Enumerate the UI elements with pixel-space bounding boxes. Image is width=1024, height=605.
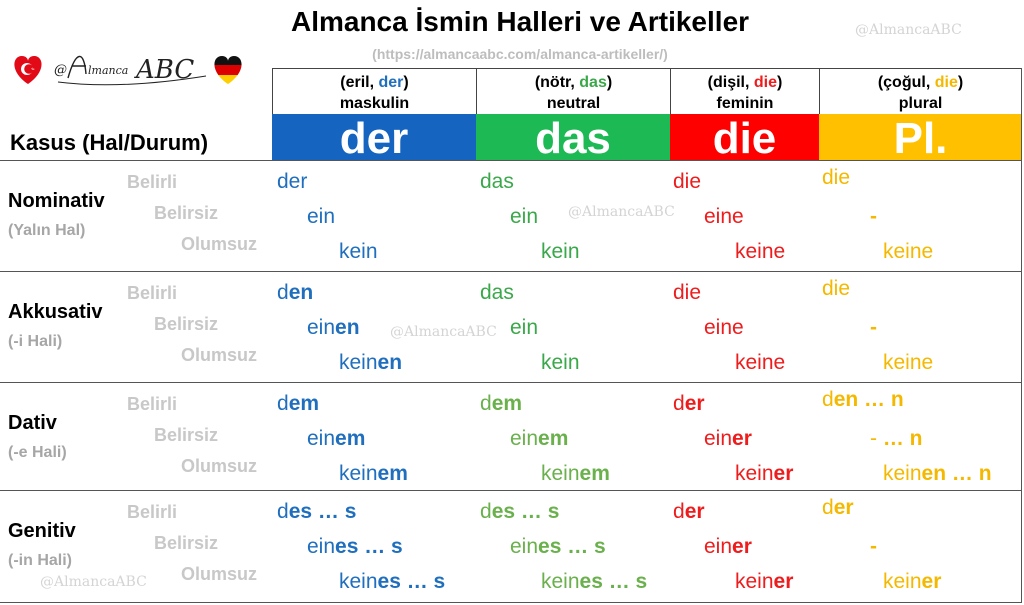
article-cell: - [870,205,877,228]
source-url[interactable]: (https://almancaabc.com/almanca-artikell… [372,46,668,62]
case-subtitle: (Yalın Hal) [8,222,86,239]
article-cell: kein [541,351,580,374]
article-cell: keinen [339,351,403,374]
article-cell: des … s [480,500,560,523]
article-cell: der [673,392,705,415]
article-cell: eine [704,316,744,339]
article-cell: den [277,281,314,304]
band-das: das [476,114,670,163]
case-subtitle: (-i Hali) [8,333,63,350]
row-divider [0,160,1022,161]
article-cell: eine [704,205,744,228]
article-cell: die [822,166,851,189]
page-title: Almanca İsmin Halleri ve Artikeller [290,6,750,37]
kasus-label: Kasus (Hal/Durum) [10,130,209,155]
logo-graphic: @ lmanca ABC [14,55,242,86]
watermark: @AlmancaABC [40,574,147,590]
case-name: Dativ [8,412,57,434]
case-name: Nominativ [8,190,105,212]
article-cell: einem [307,427,366,450]
watermark: @AlmancaABC [568,204,675,220]
row-label: Belirli [127,394,178,414]
germany-heart-icon [214,56,242,84]
article-cell: der [277,170,308,193]
article-cell: keiner [883,570,942,593]
row-label: Belirsiz [154,425,219,445]
row-label: Olumsuz [181,234,258,254]
article-cell: dem [277,392,320,415]
svg-text:lmanca: lmanca [88,64,128,77]
case-subtitle: (-e Hali) [8,444,67,461]
article-cell: die [822,277,851,300]
article-cell: ein [510,316,539,339]
row-label: Belirsiz [154,203,219,223]
row-divider [0,271,1022,272]
case-name: Genitiv [8,520,76,542]
article-cell: - [870,316,877,339]
article-cell: keines … s [339,570,446,593]
article-cell: keiner [735,462,794,485]
article-cell: keiner [735,570,794,593]
row-label: Olumsuz [181,345,258,365]
article-cell: dem [480,392,523,415]
table-right-border [1021,68,1022,603]
article-cell: keinem [541,462,610,485]
row-label: Olumsuz [181,456,258,476]
row-divider [0,490,1022,491]
article-cell: - … n [870,427,923,450]
article-cell: einer [704,427,752,450]
row-divider [0,602,1022,603]
article-cell: der [673,500,705,523]
article-cell: eines … s [510,535,606,558]
watermark: @AlmancaABC [855,22,962,38]
row-label: Belirsiz [154,533,219,553]
column-header-neutral: (nötr, das) neutral [476,68,670,114]
article-cell: einem [510,427,569,450]
article-cell: - [870,535,877,558]
band-plural: Pl. [819,114,1022,163]
band-der: der [272,114,476,163]
article-cell: keine [883,351,934,374]
article-cell: keines … s [541,570,648,593]
article-cell: keine [735,351,786,374]
article-cell: die [673,281,702,304]
article-cell: einer [704,535,752,558]
article-cell: das [480,281,514,304]
logo-script-text: @ [54,63,67,78]
svg-text:ABC: ABC [134,55,194,85]
band-die: die [670,114,819,163]
article-cell: ein [307,205,336,228]
article-cell: der [822,496,854,519]
row-label: Belirli [127,172,178,192]
article-cell: den … n [822,388,904,411]
logo: @ lmanca ABC [6,40,246,110]
row-label: Olumsuz [181,564,258,584]
turkey-heart-icon [14,56,42,84]
case-subtitle: (-in Hali) [8,552,72,569]
article-cell: keinem [339,462,408,485]
row-label: Belirli [127,502,178,522]
row-divider [0,382,1022,383]
article-cell: die [673,170,702,193]
column-header-feminin: (dişil, die) feminin [670,68,819,114]
article-cell: kein [541,240,580,263]
row-label: Belirsiz [154,314,219,334]
case-name: Akkusativ [8,301,103,323]
article-cell: das [480,170,514,193]
article-cell: keine [735,240,786,263]
article-cell: des … s [277,500,357,523]
column-header-maskulin: (eril, der) maskulin [272,68,476,114]
column-header-plural: (çoğul, die) plural [819,68,1022,114]
row-label: Belirli [127,283,178,303]
article-cell: keinen … n [883,462,992,485]
article-cell: ein [510,205,539,228]
article-cell: keine [883,240,934,263]
article-cell: einen [307,316,360,339]
article-cell: eines … s [307,535,403,558]
watermark: @AlmancaABC [390,324,497,340]
article-cell: kein [339,240,378,263]
